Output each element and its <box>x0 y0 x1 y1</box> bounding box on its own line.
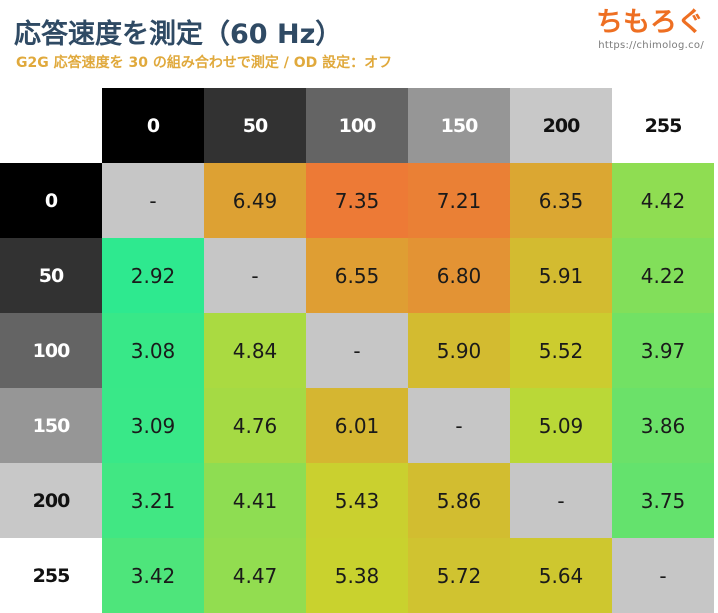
heatmap-cell-50-to-200: 5.91 <box>510 238 612 313</box>
heatmap-cell-0-to-200: 6.35 <box>510 163 612 238</box>
row-header-255: 255 <box>0 538 102 613</box>
heatmap-cell-255-to-0: 3.42 <box>102 538 204 613</box>
row-header-0: 0 <box>0 163 102 238</box>
heatmap-cell-150-to-0: 3.09 <box>102 388 204 463</box>
column-header-100: 100 <box>306 88 408 163</box>
heatmap-cell-150-to-50: 4.76 <box>204 388 306 463</box>
row-header-200: 200 <box>0 463 102 538</box>
heatmap-cell-150-to-255: 3.86 <box>612 388 714 463</box>
heatmap-cell-100-to-0: 3.08 <box>102 313 204 388</box>
heatmap-cell-0-to-255: 4.42 <box>612 163 714 238</box>
heatmap-cell-200-to-0: 3.21 <box>102 463 204 538</box>
heatmap-cell-255-to-50: 4.47 <box>204 538 306 613</box>
row-header-100: 100 <box>0 313 102 388</box>
heatmap-cell-0-to-0: - <box>102 163 204 238</box>
heatmap-cell-50-to-150: 6.80 <box>408 238 510 313</box>
heatmap-cell-100-to-255: 3.97 <box>612 313 714 388</box>
logo-text: ちもろぐ <box>596 7 704 38</box>
heatmap-cell-255-to-100: 5.38 <box>306 538 408 613</box>
logo-url: https://chimolog.co/ <box>598 40 704 51</box>
heatmap-cell-200-to-50: 4.41 <box>204 463 306 538</box>
heatmap-cell-100-to-50: 4.84 <box>204 313 306 388</box>
heatmap-cell-150-to-150: - <box>408 388 510 463</box>
heatmap-cell-100-to-100: - <box>306 313 408 388</box>
heatmap-cell-200-to-100: 5.43 <box>306 463 408 538</box>
heatmap-cell-150-to-100: 6.01 <box>306 388 408 463</box>
row-header-150: 150 <box>0 388 102 463</box>
chart-title: 応答速度を測定（60 Hz） <box>14 19 343 50</box>
chart-subtitle: G2G 応答速度を 30 の組み合わせで測定 / OD 設定：オフ <box>16 55 393 71</box>
heatmap-cell-50-to-50: - <box>204 238 306 313</box>
heatmap-cell-150-to-200: 5.09 <box>510 388 612 463</box>
heatmap-cell-50-to-0: 2.92 <box>102 238 204 313</box>
column-header-150: 150 <box>408 88 510 163</box>
row-header-50: 50 <box>0 238 102 313</box>
column-header-50: 50 <box>204 88 306 163</box>
column-header-200: 200 <box>510 88 612 163</box>
heatmap-cell-50-to-255: 4.22 <box>612 238 714 313</box>
heatmap-cell-255-to-200: 5.64 <box>510 538 612 613</box>
heatmap-cell-100-to-200: 5.52 <box>510 313 612 388</box>
column-header-0: 0 <box>102 88 204 163</box>
heatmap-cell-200-to-255: 3.75 <box>612 463 714 538</box>
heatmap-cell-0-to-150: 7.21 <box>408 163 510 238</box>
heatmap-cell-200-to-200: - <box>510 463 612 538</box>
heatmap-cell-255-to-150: 5.72 <box>408 538 510 613</box>
heatmap-cell-100-to-150: 5.90 <box>408 313 510 388</box>
heatmap-cell-0-to-100: 7.35 <box>306 163 408 238</box>
heatmap-cell-200-to-150: 5.86 <box>408 463 510 538</box>
heatmap-cell-0-to-50: 6.49 <box>204 163 306 238</box>
heatmap-cell-255-to-255: - <box>612 538 714 613</box>
column-header-255: 255 <box>612 88 714 163</box>
site-logo: ちもろぐ https://chimolog.co/ <box>596 6 704 51</box>
heatmap-cell-50-to-100: 6.55 <box>306 238 408 313</box>
